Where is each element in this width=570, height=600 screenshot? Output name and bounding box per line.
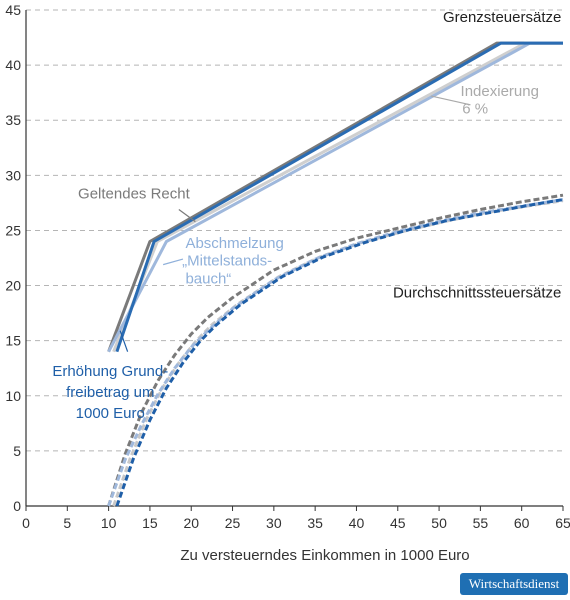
x-axis-label: Zu versteuerndes Einkommen in 1000 Euro [180, 547, 469, 564]
x-tick-label: 10 [101, 515, 117, 531]
y-tick-label: 0 [13, 498, 21, 514]
y-tick-label: 25 [5, 222, 21, 238]
x-tick-label: 25 [225, 515, 241, 531]
series-line-Grenzsteuersätze-3 [115, 41, 563, 353]
label-erhoehung-1: Erhöhung Grund- [52, 363, 168, 380]
x-tick-label: 45 [390, 515, 406, 531]
x-tick-label: 60 [514, 515, 530, 531]
y-tick-label: 20 [5, 278, 21, 294]
annotations: Grenzsteuersätze Durchschnittssteuersätze… [52, 9, 561, 422]
y-tick-label: 30 [5, 167, 21, 183]
series-line-Durchschnittssteuersätze-5 [112, 199, 564, 507]
x-tick-label: 35 [307, 515, 323, 531]
label-abschmelzung-3: bauch“ [185, 270, 231, 287]
y-tick-label: 10 [5, 388, 21, 404]
y-tick-label: 40 [5, 57, 21, 73]
x-tick-label: 55 [473, 515, 489, 531]
leader-geltendes [178, 209, 196, 223]
y-tick-label: 35 [5, 112, 21, 128]
label-indexierung-2: 6 % [462, 101, 488, 118]
x-tick-labels: 0 5 10 15 20 25 30 35 40 45 50 55 60 65 [22, 515, 570, 531]
durchschnitt-title: Durchschnittssteuersätze [393, 285, 561, 302]
leader-erhoehung [119, 330, 129, 352]
label-erhoehung-2: freibetrag um [66, 384, 154, 401]
label-abschmelzung-1: Abschmelzung [185, 235, 283, 252]
label-leaders [119, 95, 471, 352]
series-line-Durchschnittssteuersätze-7 [115, 198, 564, 507]
leader-indexierung [430, 95, 471, 106]
label-erhoehung-3: 1000 Euro [76, 405, 145, 422]
series-lines [107, 41, 564, 507]
x-tick-label: 50 [431, 515, 447, 531]
x-tick-label: 15 [142, 515, 158, 531]
x-tick-label: 30 [266, 515, 282, 531]
y-tick-label: 15 [5, 333, 21, 349]
x-tick-label: 0 [22, 515, 30, 531]
axes [25, 10, 564, 511]
x-tick-label: 5 [63, 515, 71, 531]
y-tick-label: 5 [13, 443, 21, 459]
x-tick-label: 40 [349, 515, 365, 531]
label-abschmelzung-2: „Mittelstands- [182, 253, 272, 270]
x-tick-label: 65 [555, 515, 570, 531]
leader-abschmelzung [162, 258, 184, 266]
x-tick-label: 20 [183, 515, 199, 531]
grenz-title: Grenzsteuersätze [443, 9, 561, 26]
label-indexierung-1: Indexierung [461, 83, 539, 100]
y-tick-label: 45 [5, 2, 21, 18]
y-tick-labels: 0 5 10 15 20 25 30 35 40 45 [5, 2, 21, 514]
label-geltendes: Geltendes Recht [78, 185, 191, 202]
publisher-badge: Wirtschaftsdienst [460, 573, 568, 595]
series-line-Durchschnittssteuersätze-4 [107, 193, 564, 507]
